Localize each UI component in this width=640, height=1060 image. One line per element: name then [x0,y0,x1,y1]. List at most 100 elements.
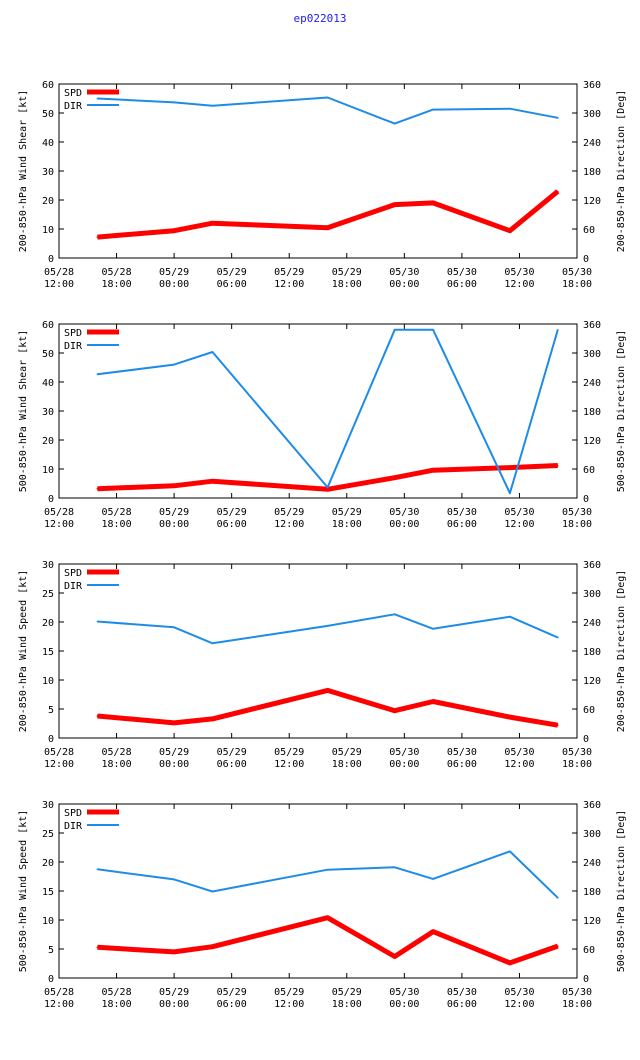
x-tick-label-time: 18:00 [102,519,132,530]
y-tick-label: 30 [42,167,54,178]
x-tick-label-date: 05/30 [562,747,592,758]
x-tick-label-date: 05/28 [102,507,132,518]
y2-tick-label: 0 [583,974,589,985]
legend-label-spd: SPD [64,328,82,339]
x-tick-label-time: 18:00 [562,279,592,290]
spd-data-point [211,222,214,224]
dir-series-line [97,96,558,125]
y2-axis-label: 200-850-hPa Direction [Deg] [616,90,627,253]
spd-data-point [211,945,214,948]
x-tick-label-time: 12:00 [44,519,74,530]
x-tick-label-date: 05/30 [504,507,534,518]
spd-data-point [326,488,329,491]
dir-data-point [393,122,396,125]
y-tick-label: 50 [42,109,54,120]
x-tick-label-time: 12:00 [274,999,304,1010]
dir-data-point [509,492,511,494]
spd-data-point [173,485,175,487]
x-tick-label-date: 05/28 [44,507,74,518]
y2-tick-label: 60 [583,465,595,476]
y-tick-label: 60 [42,320,54,331]
legend: SPD DIR [64,328,119,352]
x-tick-label-time: 06:00 [217,999,247,1010]
x-tick-label-date: 05/28 [102,267,132,278]
x-tick-label-date: 05/29 [217,747,247,758]
spd-data-point [557,724,559,727]
x-tick-label-date: 05/29 [332,987,362,998]
x-tick-label-time: 12:00 [504,279,534,290]
spd-data-point [557,190,559,193]
x-tick-label-date: 05/29 [217,987,247,998]
y2-tick-label: 180 [583,647,601,658]
dir-data-point [173,626,175,629]
x-tick-label-date: 05/28 [44,267,74,278]
x-tick-label-time: 00:00 [159,999,189,1010]
x-tick-label-date: 05/28 [44,747,74,758]
y2-tick-label: 180 [583,887,601,898]
y2-axis-label: 500-850-hPa Direction [Deg] [616,810,627,973]
dir-data-point [96,868,99,871]
y2-tick-label: 360 [583,560,601,571]
x-tick-label-date: 05/30 [562,507,592,518]
legend: SPD DIR [64,568,119,592]
x-tick-label-date: 05/30 [447,747,477,758]
x-tick-label-time: 18:00 [332,519,362,530]
legend-label-spd: SPD [64,808,82,819]
y-tick-label: 50 [42,349,54,360]
x-tick-label-date: 05/30 [389,747,419,758]
y2-tick-label: 0 [583,494,589,505]
spd-data-point [393,476,396,479]
y-tick-label: 30 [42,407,54,418]
y2-tick-label: 240 [583,858,601,869]
legend-label-spd: SPD [64,88,82,99]
x-tick-label-time: 12:00 [274,759,304,770]
y-axis-label: 200-850-hPa Wind Shear [kt] [18,90,29,253]
legend-label-spd: SPD [64,568,82,579]
dir-data-point [557,896,559,899]
spd-data-point [557,464,559,467]
x-tick-label-date: 05/29 [332,267,362,278]
y-tick-label: 5 [48,705,54,716]
legend-label-dir: DIR [64,821,83,832]
x-tick-label-date: 05/29 [274,987,304,998]
x-tick-label-date: 05/30 [447,267,477,278]
x-tick-label-date: 05/30 [562,987,592,998]
x-tick-label-time: 00:00 [159,519,189,530]
dir-series-line [97,613,559,645]
x-tick-label-time: 18:00 [332,759,362,770]
x-tick-label-time: 12:00 [504,999,534,1010]
y2-axis-label: 200-850-hPa Direction [Deg] [616,570,627,733]
y2-tick-label: 300 [583,589,601,600]
x-tick-label-date: 05/28 [102,987,132,998]
spd-data-point [173,951,175,953]
y-tick-label: 0 [48,494,54,505]
x-tick-label-date: 05/29 [159,987,189,998]
x-tick-label-time: 12:00 [44,759,74,770]
x-tick-label-date: 05/30 [389,987,419,998]
y-tick-label: 0 [48,734,54,745]
x-tick-label-time: 00:00 [159,759,189,770]
y-tick-label: 20 [42,436,54,447]
y2-tick-label: 240 [583,378,601,389]
x-tick-label-date: 05/29 [332,747,362,758]
spd-data-point [509,229,511,232]
y2-tick-label: 300 [583,109,601,120]
x-tick-label-time: 18:00 [102,759,132,770]
dir-data-point [509,615,511,618]
x-tick-label-time: 06:00 [447,519,477,530]
y-axis-label: 500-850-hPa Wind Shear [kt] [18,330,29,493]
page-title: ep022013 [293,12,347,25]
dir-data-point [173,878,175,881]
y-tick-label: 10 [42,225,54,236]
x-tick-label-time: 12:00 [274,519,304,530]
x-tick-label-time: 06:00 [447,759,477,770]
y-tick-label: 10 [42,916,54,927]
x-tick-label-time: 12:00 [274,279,304,290]
spd-series-line [97,189,560,240]
y-tick-label: 40 [42,138,54,149]
y2-tick-label: 120 [583,196,601,207]
legend-label-dir: DIR [64,581,83,592]
y-tick-label: 15 [42,647,54,658]
x-tick-label-time: 00:00 [159,279,189,290]
